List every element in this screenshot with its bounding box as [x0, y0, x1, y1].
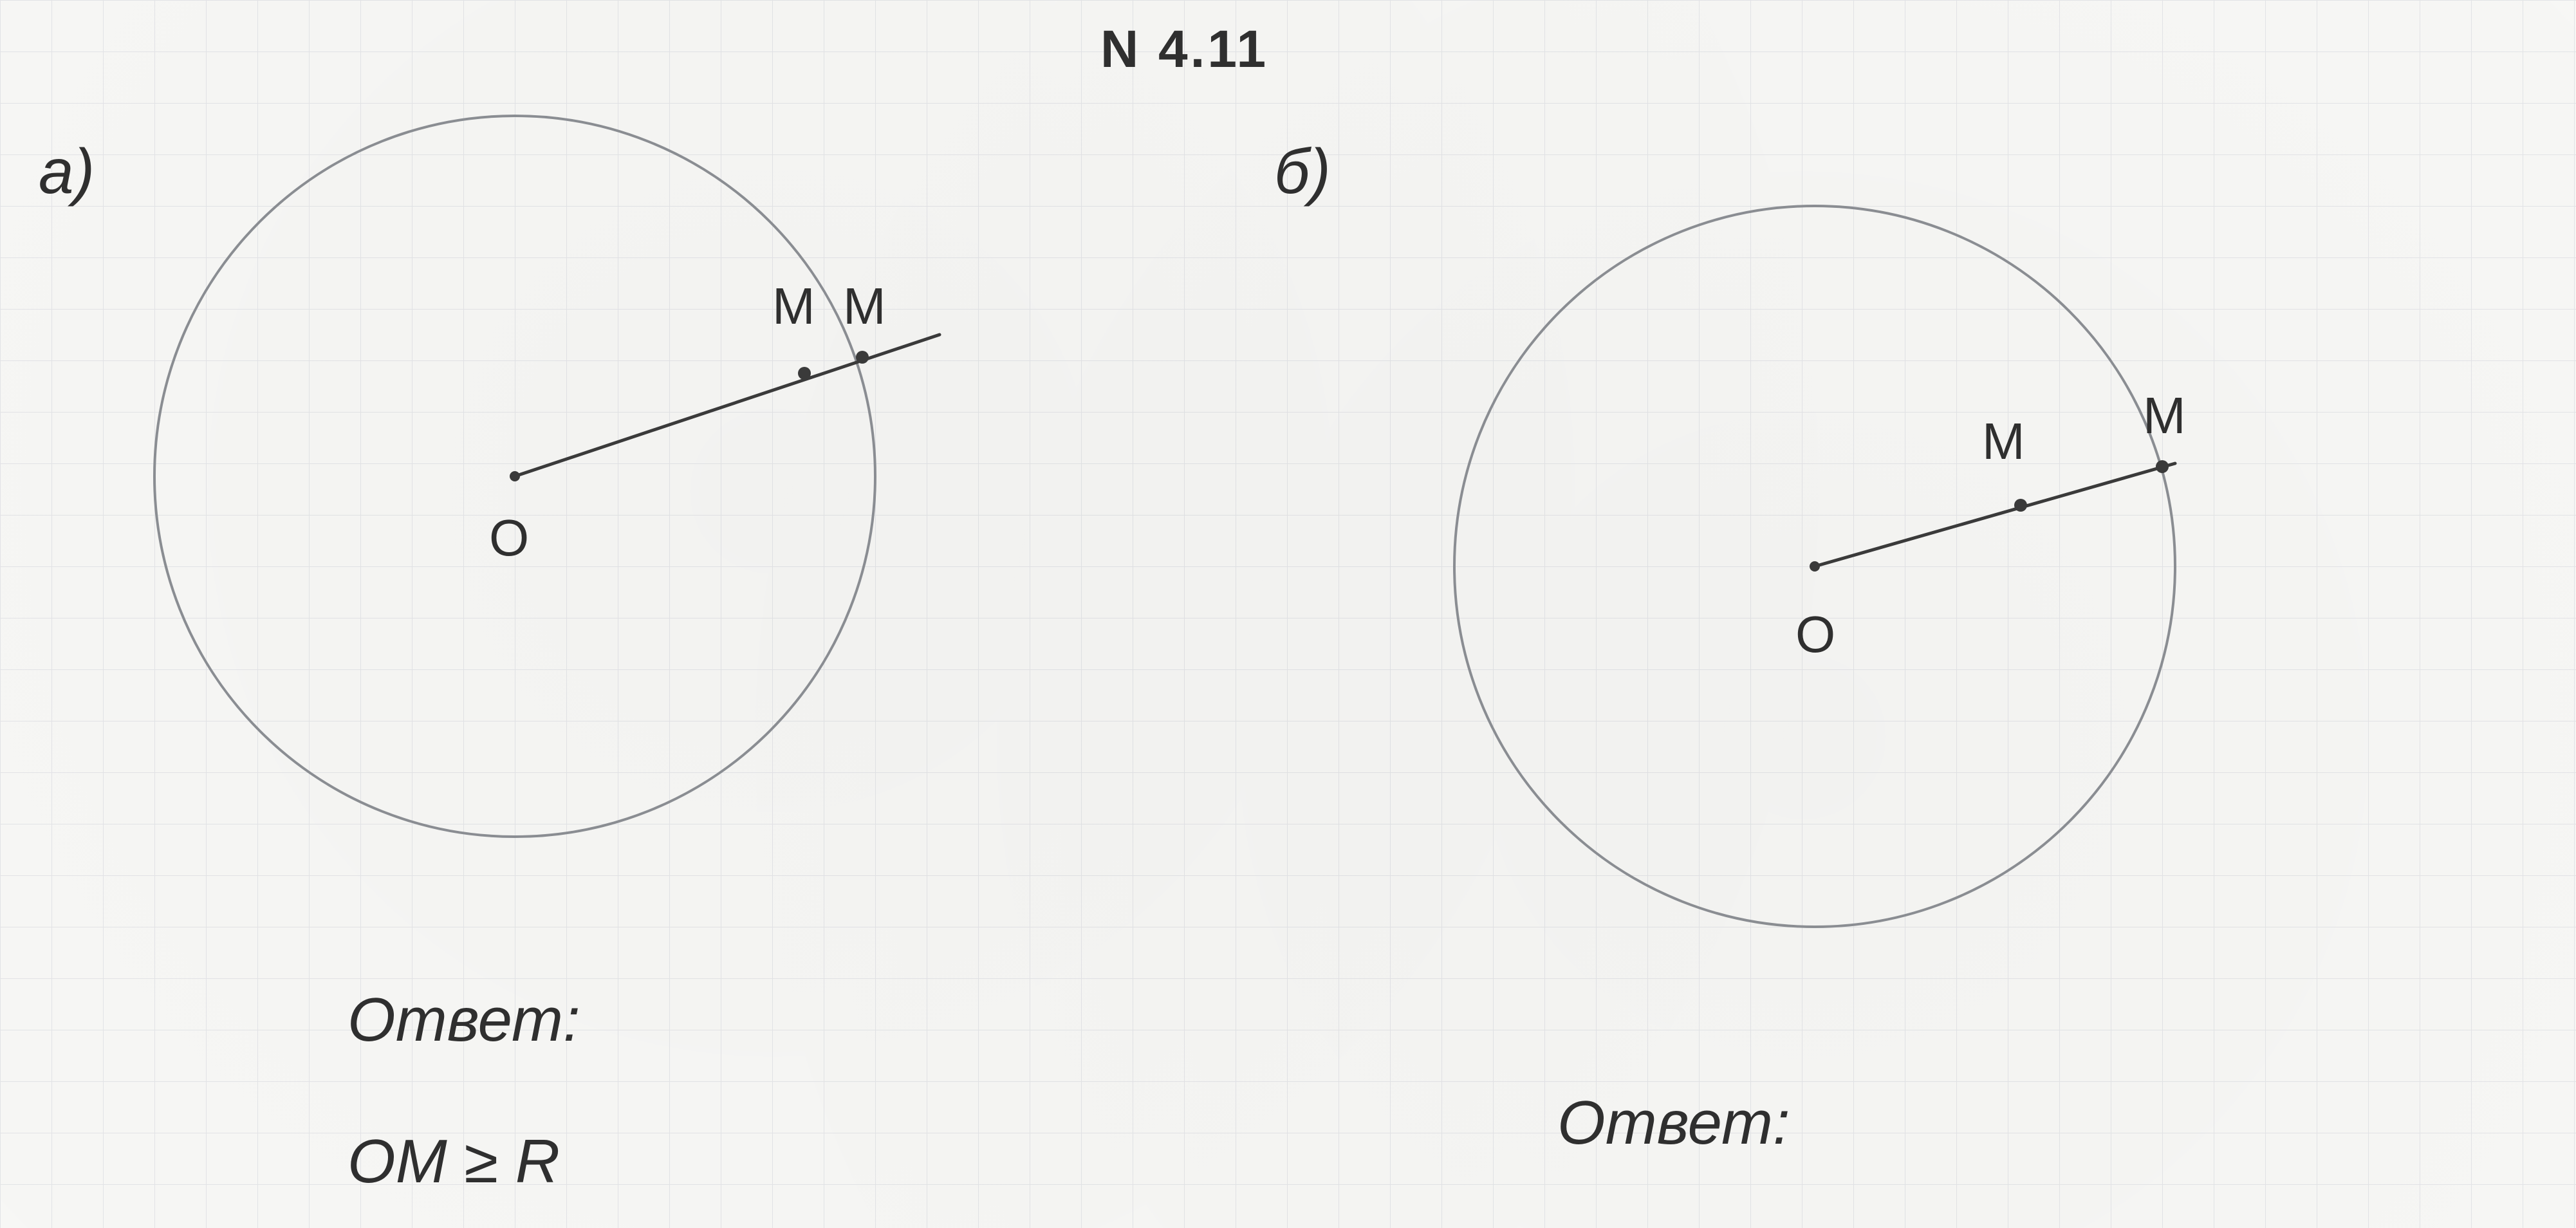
- answer-a-prefix: Ответ:: [347, 985, 580, 1054]
- answer-b-prefix: Ответ:: [1557, 1088, 1790, 1157]
- answer-b: Ответ: OM ≤ R: [1454, 1017, 1790, 1228]
- content: N 4.11 a) б) O M M O M M: [0, 0, 2576, 1228]
- figure-b-M2-label: M: [2143, 386, 2186, 445]
- figure-b: [0, 0, 2576, 1030]
- figure-b-M-outer-dot: [2156, 460, 2169, 473]
- figure-b-M-inner-dot: [2014, 499, 2027, 512]
- page: N 4.11 a) б) O M M O M M: [0, 0, 2576, 1228]
- figure-b-O-label: O: [1795, 605, 1835, 664]
- figure-b-radius-line: [1815, 463, 2175, 566]
- answer-a: Ответ: OM ≥ R: [245, 914, 580, 1228]
- figure-b-M1-label: M: [1982, 412, 2025, 471]
- answer-a-expression: OM ≥ R: [347, 1127, 560, 1196]
- figure-b-center-dot: [1810, 561, 1820, 572]
